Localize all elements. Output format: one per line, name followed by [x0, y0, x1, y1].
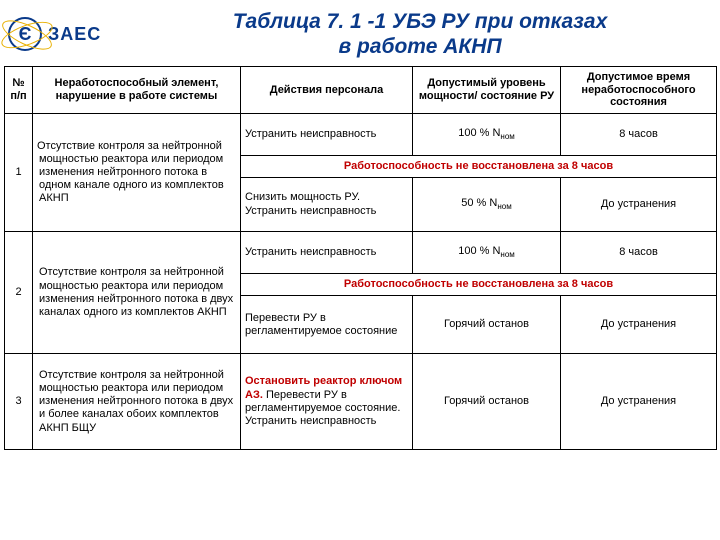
cell-time: До устранения — [561, 354, 717, 450]
row-element: Отсутствие контроля за нейтронной мощнос… — [33, 232, 241, 354]
page-title: Таблица 7. 1 -1 УБЭ РУ при отказах в раб… — [158, 9, 712, 59]
cell-time: До устранения — [561, 296, 717, 354]
col-header-num: № п/п — [5, 67, 33, 114]
cell-level: Горячий останов — [413, 354, 561, 450]
cell-action: Перевести РУ в регламентируемое состояни… — [241, 296, 413, 354]
cell-action: Снизить мощность РУ. Устранить неисправн… — [241, 178, 413, 232]
table-row: 1 Отсутствие контроля за нейтронной мощн… — [5, 113, 717, 155]
title-line1: Таблица 7. 1 -1 УБЭ РУ при отказах — [158, 9, 682, 34]
col-header-element: Неработоспособный элемент, нарушение в р… — [33, 67, 241, 114]
logo-icon: Є — [8, 17, 42, 51]
cell-time: 8 часов — [561, 232, 717, 274]
cell-action: Остановить реактор ключом АЗ. Перевести … — [241, 354, 413, 450]
row-num: 3 — [5, 354, 33, 450]
cell-action: Устранить неисправность — [241, 232, 413, 274]
title-line2: в работе АКНП — [158, 34, 682, 59]
document-page: Є ЗАЕС Таблица 7. 1 -1 УБЭ РУ при отказа… — [0, 0, 720, 540]
col-header-time: Допустимое время неработоспособного сост… — [561, 67, 717, 114]
main-table: № п/п Неработоспособный элемент, нарушен… — [4, 66, 717, 450]
logo-block: Є ЗАЕС — [8, 17, 158, 51]
row-element: Отсутствие контроля за нейтронной мощнос… — [33, 354, 241, 450]
row-element: Отсутствие контроля за нейтронной мощнос… — [33, 113, 241, 231]
row-num: 2 — [5, 232, 33, 354]
col-header-level: Допустимый уровень мощности/ состояние Р… — [413, 67, 561, 114]
cell-level: Горячий останов — [413, 296, 561, 354]
cell-level: 100 % Nном — [413, 232, 561, 274]
logo-text: ЗАЕС — [48, 24, 101, 45]
col-header-actions: Действия персонала — [241, 67, 413, 114]
cell-level: 50 % Nном — [413, 178, 561, 232]
cell-action: Устранить неисправность — [241, 113, 413, 155]
cell-level: 100 % Nном — [413, 113, 561, 155]
not-restored-banner: Работоспособность не восстановлена за 8 … — [241, 155, 717, 177]
table-row: 3 Отсутствие контроля за нейтронной мощн… — [5, 354, 717, 450]
table-row: 2 Отсутствие контроля за нейтронной мощн… — [5, 232, 717, 274]
not-restored-banner: Работоспособность не восстановлена за 8 … — [241, 274, 717, 296]
row-num: 1 — [5, 113, 33, 231]
cell-time: До устранения — [561, 178, 717, 232]
cell-time: 8 часов — [561, 113, 717, 155]
header: Є ЗАЕС Таблица 7. 1 -1 УБЭ РУ при отказа… — [0, 0, 720, 64]
header-row: № п/п Неработоспособный элемент, нарушен… — [5, 67, 717, 114]
